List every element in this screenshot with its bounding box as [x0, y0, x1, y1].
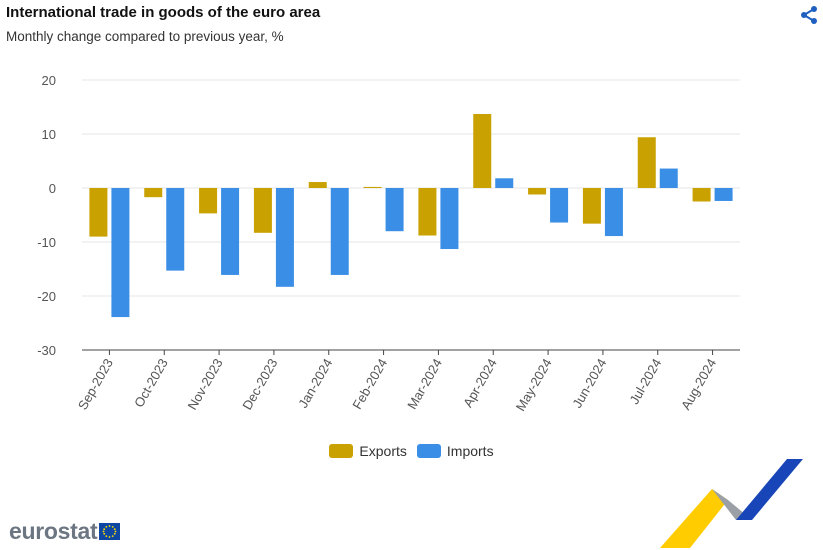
bar-exports-oct-2023	[144, 188, 163, 198]
bar-exports-dec-2023	[253, 188, 272, 233]
bar-imports-jan-2024	[330, 188, 349, 275]
y-tick-label: -30	[37, 343, 56, 358]
bar-exports-may-2024	[528, 188, 547, 195]
bar-exports-jan-2024	[308, 182, 327, 188]
bar-exports-feb-2024	[363, 186, 382, 188]
bar-imports-nov-2023	[221, 188, 240, 275]
legend-label-exports: Exports	[359, 443, 407, 459]
y-tick-label: 10	[42, 127, 56, 142]
bar-exports-apr-2024	[473, 114, 492, 188]
bar-exports-nov-2023	[199, 188, 218, 214]
eurostat-logo: eurostat	[9, 518, 121, 545]
share-icon[interactable]	[799, 5, 819, 25]
chart-subtitle: Monthly change compared to previous year…	[6, 29, 284, 44]
bar-imports-feb-2024	[385, 188, 404, 232]
y-tick-label: 20	[42, 73, 56, 88]
legend-item-imports[interactable]: Imports	[416, 443, 494, 459]
bar-exports-jul-2024	[637, 137, 656, 188]
bar-imports-may-2024	[550, 188, 569, 223]
eu-flag-icon	[99, 523, 121, 540]
chart-legend: Exports Imports	[0, 443, 823, 459]
bar-exports-jun-2024	[582, 188, 601, 224]
legend-item-exports[interactable]: Exports	[329, 443, 407, 459]
legend-label-imports: Imports	[446, 443, 494, 459]
legend-swatch-imports	[416, 444, 441, 458]
bar-exports-sep-2023	[89, 188, 108, 237]
bar-imports-jul-2024	[659, 168, 678, 188]
bar-imports-aug-2024	[714, 188, 733, 201]
bar-imports-sep-2023	[111, 188, 130, 318]
y-tick-label: 0	[49, 181, 56, 196]
bar-imports-apr-2024	[495, 178, 514, 188]
y-tick-label: -20	[37, 289, 56, 304]
y-tick-label: -10	[37, 235, 56, 250]
bar-exports-mar-2024	[418, 188, 437, 236]
bar-imports-jun-2024	[604, 188, 623, 237]
bar-imports-mar-2024	[440, 188, 459, 250]
bar-imports-oct-2023	[166, 188, 185, 271]
legend-swatch-exports	[329, 444, 354, 458]
chart-title: International trade in goods of the euro…	[6, 4, 321, 21]
bar-exports-aug-2024	[692, 188, 711, 202]
eurostat-logo-text: eurostat	[9, 518, 98, 544]
bar-imports-dec-2023	[275, 188, 294, 287]
